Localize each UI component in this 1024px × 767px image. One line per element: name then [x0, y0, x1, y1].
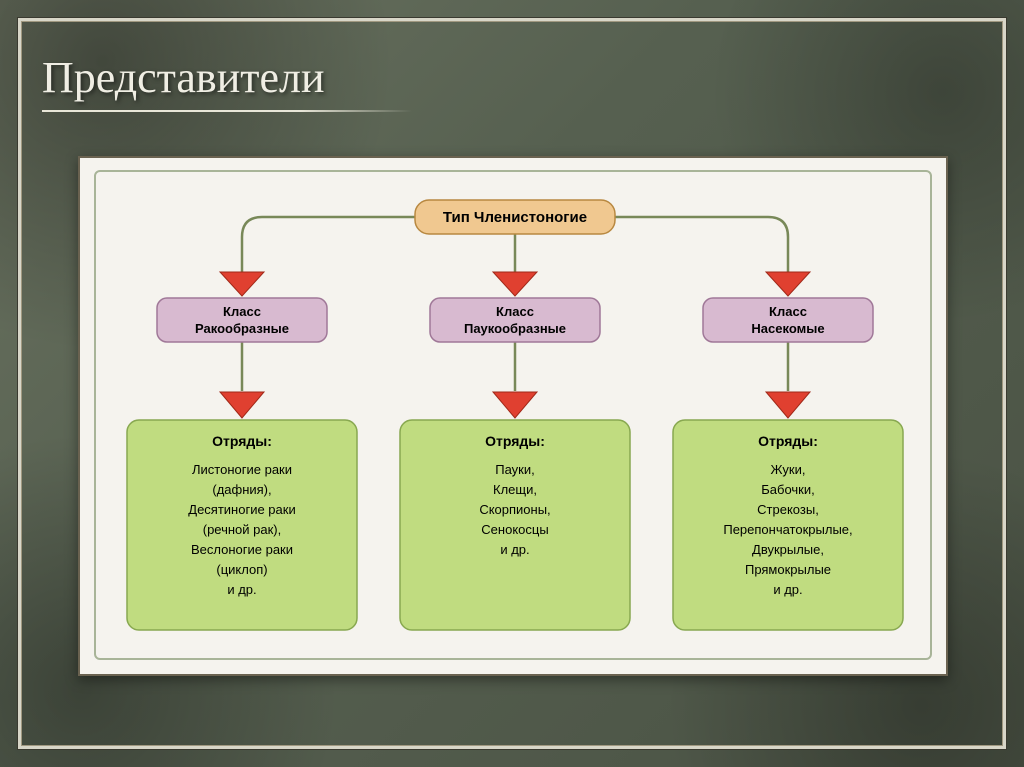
order-node-arachnida: Отряды: Пауки, Клещи, Скорпионы, Сенокос… — [400, 420, 630, 630]
root-label: Тип Членистоногие — [443, 209, 587, 226]
arrow-icon — [493, 392, 537, 418]
order-line: Перепончатокрылые, — [723, 522, 852, 537]
order-line: и др. — [500, 542, 529, 557]
order-line: и др. — [227, 582, 256, 597]
order-node-crustacea: Отряды: Листоногие раки (дафния), Десяти… — [127, 420, 357, 630]
order-line: Веслоногие раки — [191, 542, 293, 557]
class-line1: Класс — [223, 304, 261, 319]
class-line2: Ракообразные — [195, 321, 289, 336]
order-title: Отряды: — [758, 433, 818, 449]
hierarchy-diagram: Тип Членистоногие Класс Ракообразные Кла… — [94, 170, 936, 662]
class-line2: Паукообразные — [464, 321, 566, 336]
order-line: Десятиногие раки — [188, 502, 295, 517]
order-title: Отряды: — [485, 433, 545, 449]
order-line: Жуки, — [771, 462, 806, 477]
order-line: и др. — [773, 582, 802, 597]
order-title: Отряды: — [212, 433, 272, 449]
class-node-crustacea: Класс Ракообразные — [157, 298, 327, 342]
order-line: Листоногие раки — [192, 462, 292, 477]
connector-root-left — [242, 217, 415, 272]
arrow-icon — [766, 272, 810, 296]
title-underline — [42, 110, 412, 112]
class-line1: Класс — [496, 304, 534, 319]
class-line1: Класс — [769, 304, 807, 319]
order-line: Пауки, — [495, 462, 535, 477]
order-line: Прямокрылые — [745, 562, 831, 577]
class-node-arachnida: Класс Паукообразные — [430, 298, 600, 342]
order-line: Двукрылые, — [752, 542, 824, 557]
order-line: (дафния), — [212, 482, 271, 497]
order-line: Бабочки, — [761, 482, 815, 497]
arrow-icon — [766, 392, 810, 418]
arrow-icon — [493, 272, 537, 296]
order-line: Стрекозы, — [757, 502, 819, 517]
class-node-insecta: Класс Насекомые — [703, 298, 873, 342]
class-line2: Насекомые — [751, 321, 824, 336]
order-line: Скорпионы, — [479, 502, 550, 517]
slide-background: Представители Тип Членистоногие Класс Ра… — [0, 0, 1024, 767]
connector-root-right — [615, 217, 788, 272]
order-node-insecta: Отряды: Жуки, Бабочки, Стрекозы, Перепон… — [673, 420, 903, 630]
slide-title: Представители — [42, 52, 325, 103]
arrow-icon — [220, 272, 264, 296]
order-line: Клещи, — [493, 482, 537, 497]
order-line: (речной рак), — [203, 522, 282, 537]
order-line: (циклоп) — [216, 562, 267, 577]
arrow-icon — [220, 392, 264, 418]
order-line: Сенокосцы — [481, 522, 548, 537]
diagram-panel: Тип Членистоногие Класс Ракообразные Кла… — [78, 156, 948, 676]
